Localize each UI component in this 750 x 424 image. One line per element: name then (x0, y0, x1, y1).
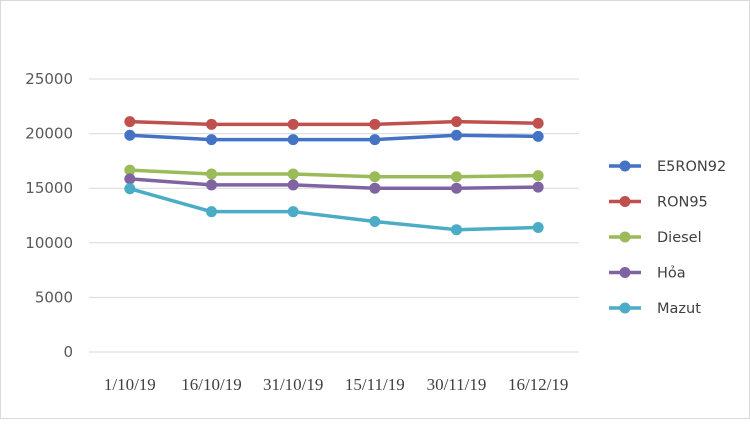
data-point-diesel (287, 168, 299, 180)
data-point-diesel (532, 170, 544, 182)
data-point-ron95 (124, 116, 136, 128)
series-diesel (124, 164, 544, 183)
data-point-e5ron92 (287, 134, 299, 146)
data-point-h-a (369, 182, 381, 194)
data-point-mazut (532, 222, 544, 234)
data-point-e5ron92 (532, 130, 544, 142)
data-point-h-a (532, 181, 544, 193)
legend-swatch-marker (619, 302, 631, 314)
x-category-label: 31/10/19 (263, 375, 323, 394)
y-tick-label: 5000 (35, 288, 73, 306)
series-e5ron92 (124, 129, 544, 146)
legend: E5RON92 RON95 Diesel Hỏa Mazut (609, 159, 726, 317)
data-point-e5ron92 (124, 129, 136, 141)
x-category-label: 16/10/19 (181, 375, 241, 394)
x-category-label: 1/10/19 (104, 375, 156, 394)
data-point-mazut (287, 206, 299, 218)
series-h-a (124, 173, 544, 194)
series-group (124, 116, 544, 236)
legend-item-h-a: Hỏa (609, 266, 686, 282)
series-line-diesel (128, 168, 540, 179)
data-point-diesel (206, 168, 217, 180)
legend-item-mazut: Mazut (609, 301, 701, 317)
data-point-h-a (451, 182, 462, 194)
data-point-diesel (369, 171, 381, 183)
data-point-ron95 (532, 117, 544, 129)
data-point-h-a (287, 179, 299, 191)
data-point-diesel (451, 171, 462, 183)
legend-label: RON95 (657, 195, 708, 211)
data-point-e5ron92 (206, 134, 217, 146)
x-category-label: 15/11/19 (345, 375, 405, 394)
y-tick-label: 10000 (25, 234, 73, 252)
series-line-mazut (128, 186, 540, 232)
y-tick-label: 0 (63, 343, 73, 361)
x-category-label: 16/12/19 (508, 375, 568, 394)
legend-swatch-marker (619, 160, 631, 172)
data-point-mazut (124, 183, 136, 195)
data-point-ron95 (451, 116, 462, 128)
series-line-ron95 (128, 119, 540, 127)
series-line-e5ron92 (128, 133, 540, 142)
y-tick-label: 20000 (25, 125, 73, 143)
data-point-h-a (206, 179, 217, 191)
data-point-diesel (124, 164, 136, 176)
legend-label: E5RON92 (657, 159, 726, 175)
legend-swatch-marker (619, 267, 631, 278)
legend-label: Mazut (657, 301, 701, 317)
series-ron95 (124, 116, 544, 130)
data-point-mazut (206, 206, 217, 218)
data-point-h-a (124, 173, 136, 185)
data-point-ron95 (369, 118, 381, 130)
legend-label: Hỏa (657, 266, 686, 282)
legend-item-ron95: RON95 (609, 195, 708, 211)
legend-item-diesel: Diesel (609, 230, 702, 246)
legend-swatch-marker (619, 231, 631, 243)
gridlines (89, 78, 579, 353)
data-point-mazut (369, 216, 381, 228)
data-point-ron95 (287, 118, 299, 130)
y-tick-label: 15000 (25, 179, 73, 197)
data-point-e5ron92 (451, 129, 462, 141)
y-tick-label: 25000 (25, 70, 73, 88)
series-mazut (124, 183, 544, 236)
data-point-mazut (451, 224, 462, 236)
series-line-h-a (128, 177, 540, 190)
legend-swatch-marker (619, 196, 631, 207)
y-axis-tick-labels: 0 5000 10000 15000 20000 25000 (25, 70, 73, 361)
data-point-e5ron92 (369, 134, 381, 146)
x-category-label: 30/11/19 (427, 375, 487, 394)
legend-label: Diesel (657, 230, 702, 246)
data-point-ron95 (206, 118, 217, 130)
legend-item-e5ron92: E5RON92 (609, 159, 726, 175)
x-axis-category-labels: 1/10/19 16/10/19 31/10/19 15/11/19 30/11/19 1… (104, 375, 569, 394)
